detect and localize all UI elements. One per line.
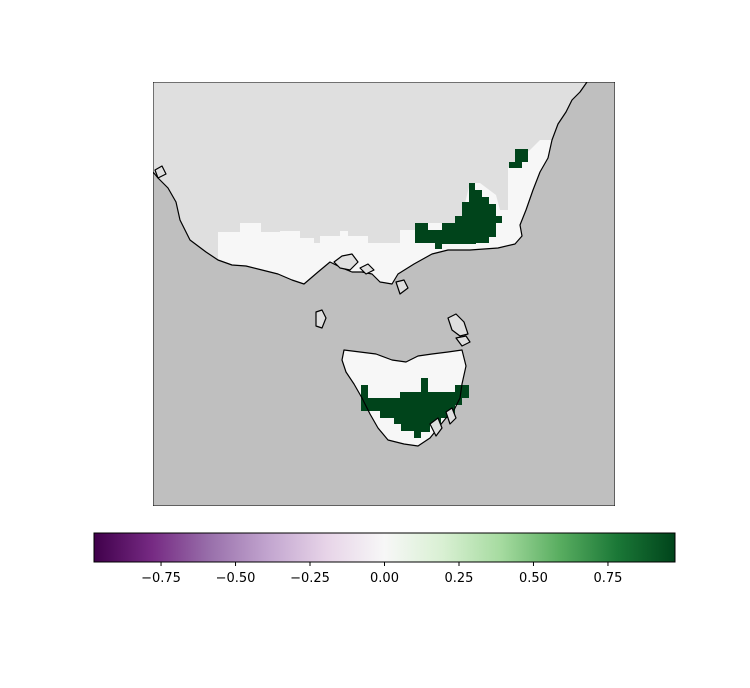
- colorbar-tick-label: −0.75: [141, 571, 181, 586]
- colorbar-tick-label: 0.00: [370, 571, 399, 586]
- mainland-near-zero-region: [218, 140, 552, 284]
- colorbar-gradient: [93, 532, 676, 563]
- mainland-high-region: [415, 183, 502, 249]
- flinders-island: [447, 313, 469, 337]
- colorbar-ticks: −0.75 −0.50 −0.25 0.00 0.25 0.50 0.75: [141, 562, 622, 586]
- maria-island: [445, 407, 457, 425]
- colorbar-tick-label: −0.25: [290, 571, 330, 586]
- colorbar: −0.75 −0.50 −0.25 0.00 0.25 0.50 0.75: [93, 532, 676, 586]
- colorbar-tick-label: 0.75: [593, 571, 622, 586]
- map-panel: [153, 82, 615, 506]
- mainland-high-patch-north: [509, 149, 528, 168]
- high-value-cells: [361, 149, 528, 438]
- coastlines: [153, 82, 588, 447]
- western-port-islands: [359, 263, 375, 275]
- wilsons-promontory-islands: [395, 279, 409, 295]
- colorbar-tick-label: 0.25: [445, 571, 474, 586]
- colorbar-tick-label: 0.50: [519, 571, 548, 586]
- colorbar-tick-label: −0.50: [216, 571, 256, 586]
- tasmania-high-region: [361, 378, 469, 438]
- bruny-island: [429, 417, 443, 437]
- king-island: [315, 309, 327, 329]
- mainland-coastline: [153, 82, 588, 285]
- small-island-northwest: [154, 165, 167, 179]
- cape-barren-island: [455, 335, 471, 347]
- port-phillip-bay-outline: [333, 253, 359, 271]
